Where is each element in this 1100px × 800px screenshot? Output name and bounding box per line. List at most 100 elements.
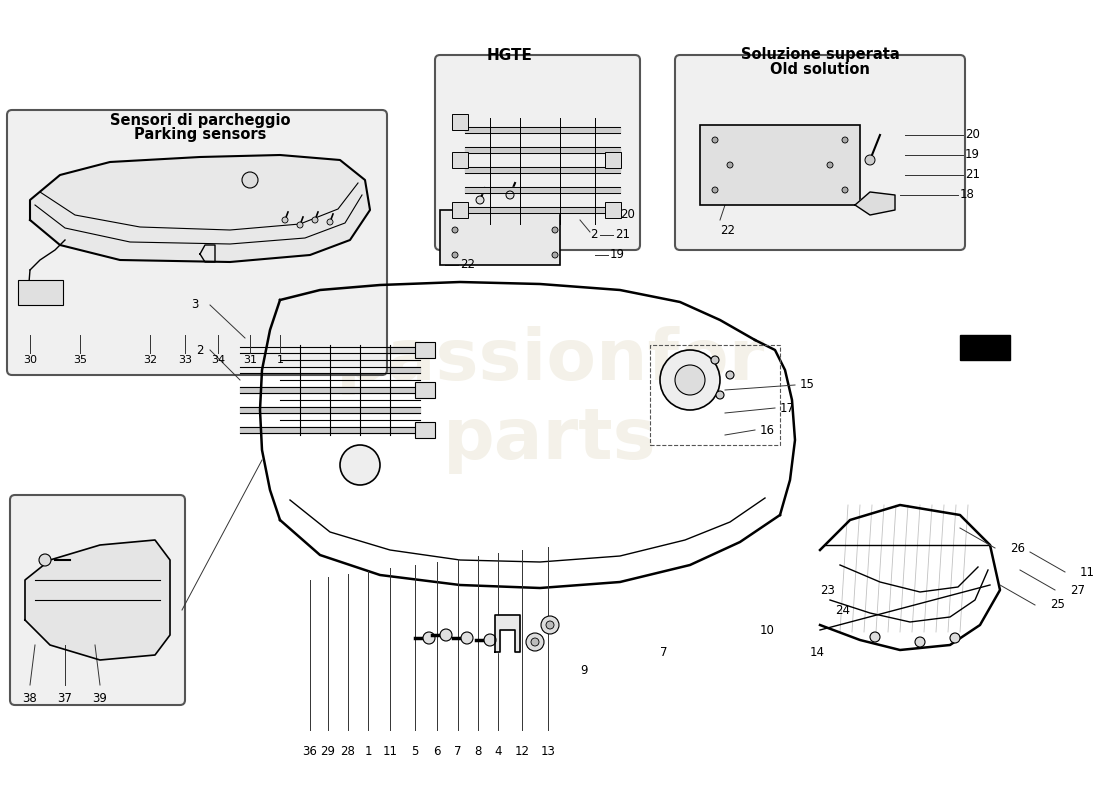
Circle shape [531, 638, 539, 646]
Text: 33: 33 [178, 355, 192, 365]
Polygon shape [30, 155, 370, 262]
Circle shape [476, 196, 484, 204]
Text: 1: 1 [276, 355, 284, 365]
Text: 2: 2 [590, 229, 597, 242]
Text: 29: 29 [320, 745, 336, 758]
Text: 21: 21 [615, 229, 630, 242]
Text: Soluzione superata: Soluzione superata [740, 47, 900, 62]
Polygon shape [855, 192, 895, 215]
Circle shape [842, 187, 848, 193]
Text: 22: 22 [460, 258, 475, 271]
Text: 9: 9 [580, 663, 587, 677]
Circle shape [452, 227, 458, 233]
Circle shape [675, 365, 705, 395]
Text: 23: 23 [820, 583, 835, 597]
Text: 19: 19 [610, 249, 625, 262]
Bar [18, 280, 63, 305]
Circle shape [712, 137, 718, 143]
Circle shape [660, 350, 720, 410]
Text: 3: 3 [191, 298, 199, 311]
FancyBboxPatch shape [675, 55, 965, 250]
Text: 2: 2 [196, 343, 204, 357]
Bar [452, 202, 468, 218]
Circle shape [327, 219, 333, 225]
Text: 11: 11 [383, 745, 397, 758]
Circle shape [552, 252, 558, 258]
Text: 1: 1 [364, 745, 372, 758]
Circle shape [424, 632, 434, 644]
Text: 32: 32 [143, 355, 157, 365]
Circle shape [865, 155, 874, 165]
Circle shape [39, 554, 51, 566]
Circle shape [552, 227, 558, 233]
Text: 15: 15 [800, 378, 815, 391]
Text: 21: 21 [965, 169, 980, 182]
Circle shape [727, 162, 733, 168]
Text: Parking sensors: Parking sensors [134, 127, 266, 142]
Text: 36: 36 [302, 745, 318, 758]
Circle shape [870, 632, 880, 642]
Circle shape [716, 391, 724, 399]
Bar [415, 422, 434, 438]
Bar [650, 345, 780, 445]
Text: 17: 17 [780, 402, 795, 414]
Text: Sensori di parcheggio: Sensori di parcheggio [110, 113, 290, 127]
FancyBboxPatch shape [434, 55, 640, 250]
Circle shape [461, 632, 473, 644]
Circle shape [726, 371, 734, 379]
Circle shape [842, 137, 848, 143]
Text: 38: 38 [23, 692, 37, 705]
Circle shape [312, 217, 318, 223]
Bar [700, 125, 860, 205]
Text: 35: 35 [73, 355, 87, 365]
Text: 11: 11 [1080, 566, 1094, 578]
Bar [415, 342, 434, 358]
Text: 39: 39 [92, 692, 108, 705]
Circle shape [340, 445, 379, 485]
Circle shape [242, 172, 258, 188]
Text: 27: 27 [1070, 583, 1085, 597]
Text: 16: 16 [760, 423, 775, 437]
Text: 26: 26 [1010, 542, 1025, 554]
Circle shape [506, 191, 514, 199]
Circle shape [440, 629, 452, 641]
Text: 34: 34 [211, 355, 226, 365]
Circle shape [526, 633, 544, 651]
Text: 19: 19 [965, 149, 980, 162]
Text: 4: 4 [494, 745, 502, 758]
Bar [605, 152, 621, 168]
Bar [452, 114, 468, 130]
Text: passionfor
parts: passionfor parts [336, 326, 764, 474]
Polygon shape [495, 615, 520, 652]
FancyBboxPatch shape [10, 495, 185, 705]
Circle shape [827, 162, 833, 168]
Text: 30: 30 [23, 355, 37, 365]
Circle shape [546, 621, 554, 629]
Bar [605, 202, 621, 218]
Bar [415, 382, 434, 398]
Text: 24: 24 [835, 603, 850, 617]
Circle shape [711, 356, 719, 364]
Text: 14: 14 [810, 646, 825, 658]
Circle shape [484, 634, 496, 646]
Text: 10: 10 [760, 623, 774, 637]
Circle shape [282, 217, 288, 223]
Text: 20: 20 [620, 209, 635, 222]
Bar [440, 210, 560, 265]
Circle shape [541, 616, 559, 634]
Polygon shape [25, 540, 171, 660]
Circle shape [950, 633, 960, 643]
Text: 8: 8 [474, 745, 482, 758]
Circle shape [452, 252, 458, 258]
Text: 5: 5 [411, 745, 419, 758]
Text: 20: 20 [965, 129, 980, 142]
Text: HGTE: HGTE [487, 47, 532, 62]
FancyBboxPatch shape [7, 110, 387, 375]
Text: 12: 12 [515, 745, 529, 758]
Circle shape [712, 187, 718, 193]
Circle shape [915, 637, 925, 647]
Text: 7: 7 [454, 745, 462, 758]
Text: 7: 7 [660, 646, 668, 658]
Text: 37: 37 [57, 692, 73, 705]
Text: 28: 28 [341, 745, 355, 758]
